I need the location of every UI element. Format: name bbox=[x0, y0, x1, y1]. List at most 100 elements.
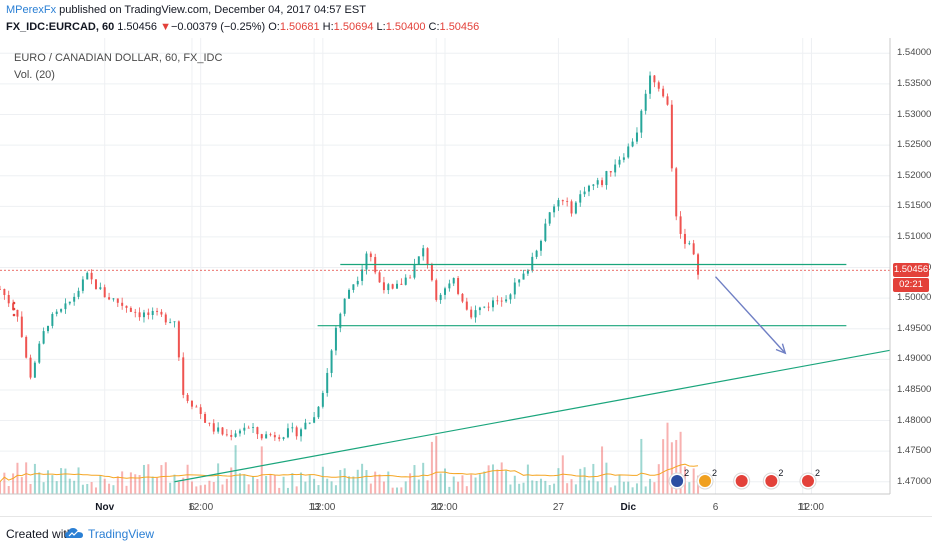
candle-body bbox=[230, 434, 233, 437]
candle-body bbox=[46, 325, 49, 332]
volume-bar bbox=[662, 439, 665, 494]
candle-body bbox=[387, 284, 390, 291]
volume-bar bbox=[382, 481, 385, 494]
candle-body bbox=[688, 243, 691, 245]
volume-bar bbox=[151, 476, 154, 494]
ohlc-close-value: 1.50456 bbox=[439, 21, 480, 33]
volume-bar bbox=[526, 464, 529, 494]
candle-body bbox=[662, 88, 665, 97]
candle-body bbox=[548, 212, 551, 224]
candle-body bbox=[339, 313, 342, 328]
ohlc-open-label: O: bbox=[268, 21, 280, 33]
volume-bar bbox=[614, 485, 617, 494]
candle-body bbox=[217, 427, 220, 432]
candle-body bbox=[156, 310, 159, 312]
ohlc-low-label: L: bbox=[376, 21, 386, 33]
projection-arrow[interactable] bbox=[714, 276, 787, 355]
volume-bar bbox=[505, 470, 508, 494]
price-tick-label: 1.53500 bbox=[897, 77, 932, 89]
candle-body bbox=[55, 311, 58, 314]
candle-body bbox=[99, 287, 102, 290]
candle-body bbox=[116, 298, 119, 303]
candle-body bbox=[291, 427, 294, 429]
volume-bar bbox=[570, 479, 573, 494]
volume-bar bbox=[265, 475, 268, 494]
series-legend-title[interactable]: EURO / CANADIAN DOLLAR, 60, FX_IDC bbox=[14, 52, 223, 64]
candle-body bbox=[649, 75, 652, 94]
candle-body bbox=[243, 427, 246, 431]
candle-body bbox=[422, 248, 425, 257]
ascending-trendline[interactable] bbox=[174, 349, 891, 483]
candle-body bbox=[675, 168, 678, 217]
time-tick-label: 12:00 bbox=[432, 502, 458, 513]
candle-body bbox=[531, 256, 534, 271]
price-tick-label: 1.51000 bbox=[897, 230, 932, 242]
volume-bar bbox=[90, 482, 93, 494]
candle-body bbox=[435, 280, 438, 300]
candle-body bbox=[461, 293, 464, 302]
volume-bar bbox=[391, 487, 394, 494]
volume-bar bbox=[234, 445, 237, 494]
volume-bar bbox=[243, 474, 246, 494]
candle-body bbox=[587, 185, 590, 192]
volume-bar bbox=[81, 484, 84, 494]
volume-bar bbox=[653, 482, 656, 494]
volume-bar bbox=[99, 475, 102, 494]
candle-body bbox=[544, 223, 547, 241]
candlesticks bbox=[0, 71, 700, 442]
volume-bar bbox=[400, 487, 403, 494]
volume-bar bbox=[273, 475, 276, 494]
candle-body bbox=[609, 171, 612, 173]
candle-body bbox=[483, 306, 486, 308]
tradingview-brand-link[interactable]: TradingView bbox=[88, 527, 155, 541]
volume-bar bbox=[295, 486, 298, 494]
symbol-name[interactable]: FX_IDC:EURCAD, 60 bbox=[6, 21, 115, 33]
volume-bar bbox=[539, 478, 542, 494]
volume-bar bbox=[618, 475, 621, 494]
volume-bar bbox=[173, 474, 176, 494]
time-tick-label: 12:00 bbox=[310, 502, 336, 513]
volume-bar bbox=[313, 478, 316, 494]
volume-ma-line bbox=[0, 463, 699, 483]
candle-body bbox=[3, 289, 6, 296]
volume-legend[interactable]: Vol. (20) bbox=[14, 69, 55, 81]
volume-bar bbox=[679, 431, 682, 494]
publisher-link[interactable]: MPerexFx bbox=[6, 4, 57, 16]
time-tick-label: 6 bbox=[189, 502, 195, 513]
candle-body bbox=[361, 269, 364, 281]
candle-body bbox=[256, 427, 259, 435]
candle-body bbox=[566, 201, 569, 202]
candle-body bbox=[579, 194, 582, 203]
candle-body bbox=[605, 171, 608, 186]
volume-bar bbox=[138, 475, 141, 494]
volume-bar bbox=[452, 476, 455, 494]
candle-body bbox=[94, 279, 97, 290]
volume-bar bbox=[221, 484, 224, 494]
created-with-label: Created with bbox=[6, 527, 74, 541]
volume-bar bbox=[164, 462, 167, 494]
candle-body bbox=[313, 417, 316, 423]
volume-bar bbox=[579, 468, 582, 494]
volume-bar bbox=[352, 476, 355, 494]
price-tick-label: 1.48500 bbox=[897, 383, 932, 395]
candle-body bbox=[522, 273, 525, 280]
price-chart[interactable]: 2 2 2 2 bbox=[0, 0, 932, 516]
candle-body bbox=[627, 146, 630, 158]
candle-body bbox=[238, 430, 241, 434]
ohlc-high-label: H: bbox=[322, 21, 334, 33]
candle-body bbox=[300, 429, 303, 437]
volume-bar bbox=[321, 466, 324, 494]
volume-bar bbox=[430, 441, 433, 494]
volume-bar bbox=[25, 462, 28, 494]
candle-body bbox=[391, 284, 394, 289]
candle-body bbox=[33, 362, 36, 378]
volume-bar bbox=[252, 476, 255, 494]
volume-bar bbox=[7, 486, 10, 494]
volume-bar bbox=[73, 480, 76, 494]
candle-body bbox=[304, 422, 307, 430]
volume-bar bbox=[692, 468, 695, 494]
candle-body bbox=[208, 422, 211, 424]
candle-body bbox=[535, 250, 538, 257]
volume-bar bbox=[160, 465, 163, 494]
candle-body bbox=[491, 300, 494, 308]
